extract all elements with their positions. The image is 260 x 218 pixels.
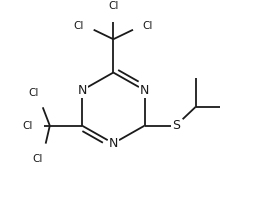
Text: Cl: Cl <box>23 121 33 131</box>
Text: Cl: Cl <box>108 1 119 11</box>
Text: S: S <box>172 119 180 132</box>
Text: N: N <box>77 84 87 97</box>
Text: N: N <box>140 84 149 97</box>
Text: Cl: Cl <box>28 88 38 97</box>
Text: N: N <box>109 137 118 150</box>
Text: Cl: Cl <box>74 21 84 31</box>
Text: Cl: Cl <box>142 21 153 31</box>
Text: Cl: Cl <box>32 154 43 164</box>
